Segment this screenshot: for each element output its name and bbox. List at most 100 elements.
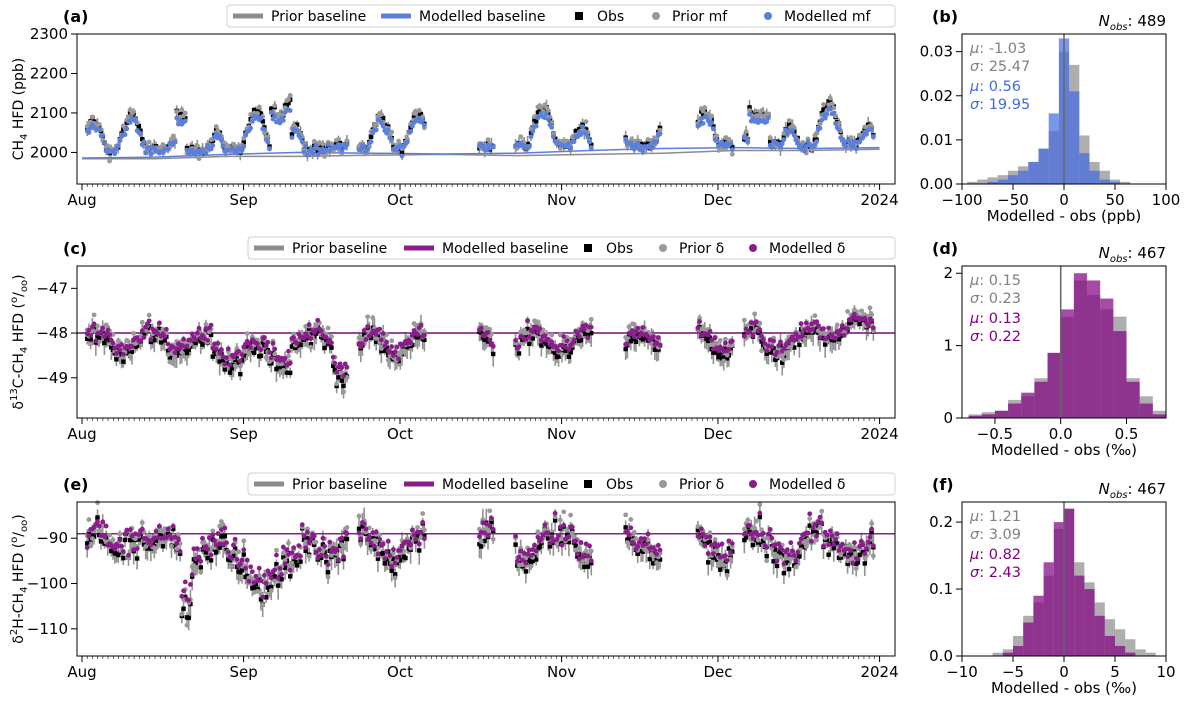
histogram-bar <box>997 179 1008 184</box>
modelled-point <box>377 536 383 542</box>
prior-point <box>807 516 813 522</box>
obs-point <box>179 111 185 117</box>
modelled-point <box>231 542 236 548</box>
modelled-point <box>239 557 245 563</box>
obs-point <box>303 548 308 554</box>
modelled-point <box>373 331 379 337</box>
modelled-point <box>421 122 427 128</box>
modelled-point <box>138 338 143 344</box>
obs-point <box>272 574 277 579</box>
x-tick-label: −100 <box>941 191 982 209</box>
prior-point <box>752 311 758 317</box>
prior-point <box>244 331 250 336</box>
prior-point <box>372 538 377 543</box>
prior-point <box>356 513 362 519</box>
prior-point <box>384 565 389 571</box>
modelled-point <box>299 139 305 145</box>
prior-point <box>151 545 157 551</box>
prior-point <box>583 119 589 125</box>
modelled-point <box>870 134 876 139</box>
axes-frame <box>76 501 896 657</box>
obs-point <box>238 371 243 377</box>
obs-point <box>640 549 646 554</box>
modelled-point <box>191 546 197 552</box>
modelled-point <box>275 575 281 581</box>
prior-point <box>389 338 395 344</box>
legend-prior-point-swatch <box>652 12 660 20</box>
modelled-point <box>263 580 269 586</box>
obs-point <box>324 559 329 565</box>
modelled-point <box>356 530 362 536</box>
prior-point <box>752 526 758 531</box>
prior-point <box>631 529 637 535</box>
prior-point <box>623 512 629 518</box>
prior-point <box>568 512 574 518</box>
modelled-point <box>408 340 414 346</box>
modelled-point <box>261 335 267 340</box>
obs-point <box>258 353 264 358</box>
modelled-point <box>365 324 371 329</box>
modelled-point <box>325 562 331 567</box>
modelled-point <box>580 124 586 130</box>
modelled-point <box>339 365 345 370</box>
obs-point <box>232 357 238 363</box>
prior-point <box>115 338 121 344</box>
modelled-point <box>814 319 820 325</box>
modelled-point <box>95 519 100 525</box>
x-tick-label: 50 <box>1105 191 1124 209</box>
modelled-point <box>645 531 651 537</box>
legend-prior-point-label: Prior δ <box>679 241 724 257</box>
prior-point <box>95 500 100 506</box>
modelled-point <box>637 539 642 545</box>
obs-point <box>573 543 578 548</box>
modelled-point <box>793 331 799 337</box>
x-tick-label: Aug <box>67 425 96 443</box>
modelled-point <box>860 134 866 140</box>
modelled-point <box>741 333 747 339</box>
obs-point <box>415 533 420 539</box>
legend-obs-label: Obs <box>606 477 633 493</box>
modelled-point <box>102 534 107 540</box>
obs-point <box>380 115 386 121</box>
modelled-point <box>542 522 548 528</box>
prior-point <box>821 102 826 107</box>
prior-point <box>368 547 374 552</box>
obs-point <box>516 351 522 356</box>
obs-point <box>534 119 539 124</box>
y-tick-label: −100 <box>27 575 68 593</box>
modelled-point <box>588 558 594 564</box>
prior-point <box>697 315 703 321</box>
modelled-point <box>208 146 214 152</box>
obs-point <box>539 343 544 348</box>
modelled-point <box>280 117 286 123</box>
prior-point <box>709 113 715 119</box>
obs-point <box>368 134 374 140</box>
prior-point <box>334 137 340 143</box>
modelled-point <box>241 143 247 149</box>
legend-modelled-point-label: Modelled δ <box>769 477 845 493</box>
prior-point <box>549 332 555 338</box>
prior-point <box>100 523 106 529</box>
modelled-point <box>578 540 584 545</box>
obs-point <box>382 561 388 566</box>
prior-point <box>229 563 235 569</box>
prior-point <box>188 341 193 347</box>
obs-point <box>193 560 198 566</box>
legend-prior-point-swatch <box>659 244 667 252</box>
modelled-point <box>840 323 845 329</box>
modelled-point <box>267 349 272 355</box>
obs-point <box>761 538 766 544</box>
x-tick-label: Sep <box>229 191 257 209</box>
obs-point <box>269 361 274 366</box>
modelled-point <box>815 323 821 329</box>
prior-point <box>858 308 864 314</box>
prior-point <box>743 129 749 134</box>
obs-point <box>382 348 388 353</box>
obs-point <box>208 558 214 563</box>
prior-point <box>724 352 730 358</box>
prior-point <box>272 578 278 584</box>
prior-point <box>255 111 260 116</box>
modelled-point <box>141 139 147 145</box>
obs-point <box>625 537 630 542</box>
prior-point <box>867 305 873 311</box>
